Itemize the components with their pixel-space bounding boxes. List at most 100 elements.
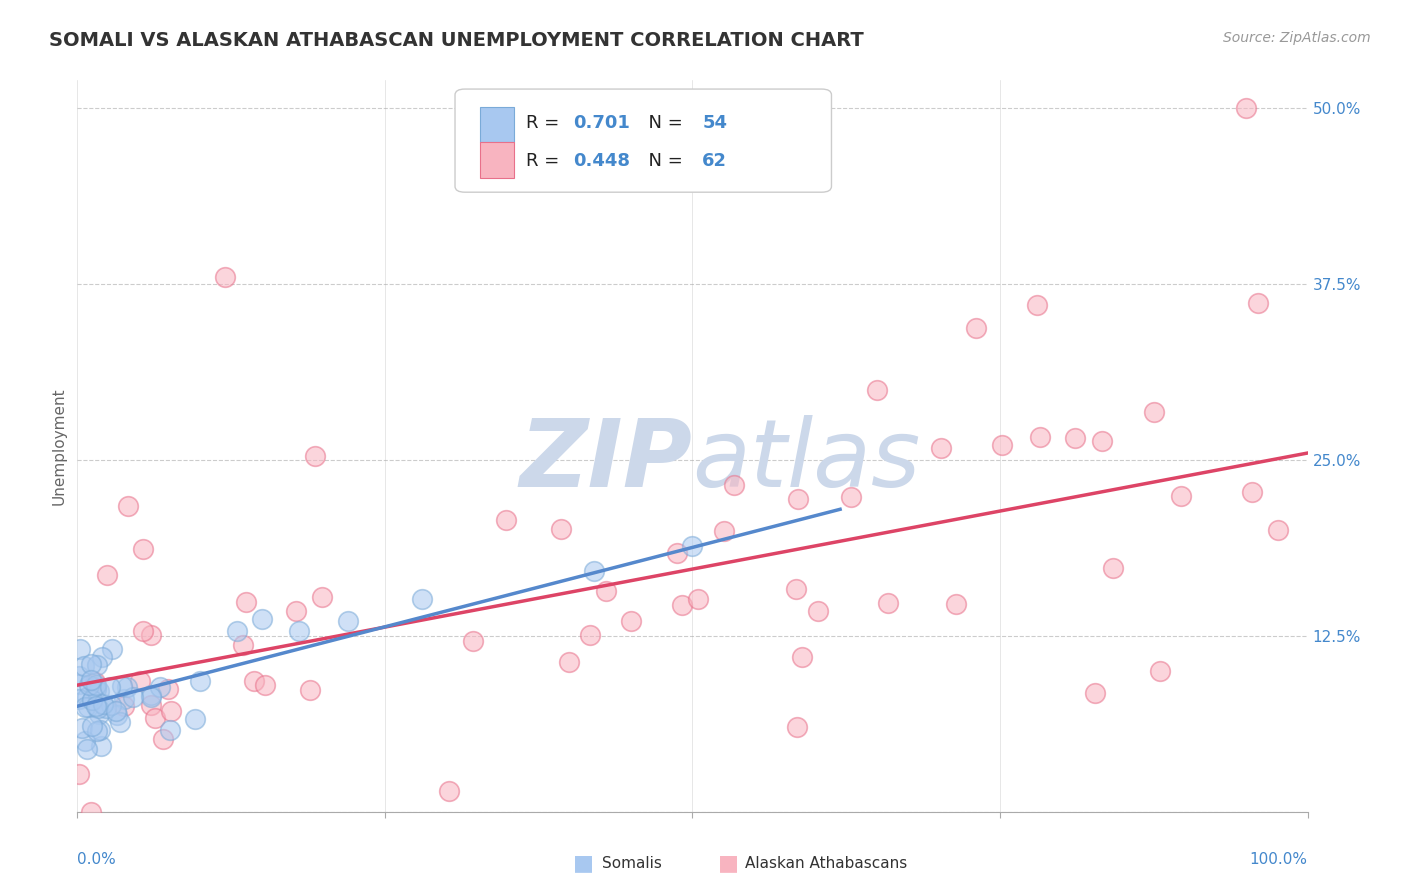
Point xyxy=(105,707,128,722)
Point xyxy=(117,500,139,514)
Point xyxy=(337,614,360,628)
Point xyxy=(411,591,433,606)
Point xyxy=(188,674,212,689)
Text: 0.701: 0.701 xyxy=(574,113,630,132)
Point xyxy=(965,321,987,335)
Point xyxy=(159,723,181,738)
Point xyxy=(1090,434,1112,448)
Point xyxy=(76,699,98,714)
Point xyxy=(1149,664,1171,678)
Text: Source: ZipAtlas.com: Source: ZipAtlas.com xyxy=(1223,31,1371,45)
Point xyxy=(122,690,145,704)
Point xyxy=(785,582,807,596)
Point xyxy=(94,701,117,715)
Point xyxy=(787,491,810,506)
Point xyxy=(160,705,183,719)
Point xyxy=(288,624,311,638)
Point xyxy=(235,595,257,609)
Point xyxy=(304,449,326,463)
Point xyxy=(84,680,107,694)
Point xyxy=(80,719,103,733)
Point xyxy=(929,441,952,455)
Point xyxy=(101,641,124,656)
Point xyxy=(132,542,155,557)
Point xyxy=(792,649,814,664)
Point xyxy=(876,595,898,609)
Point xyxy=(75,699,97,714)
Point xyxy=(579,628,602,642)
Point xyxy=(250,612,273,626)
Point xyxy=(495,513,517,527)
Point xyxy=(671,599,693,613)
Text: 0.0%: 0.0% xyxy=(77,852,117,867)
Point xyxy=(141,628,163,642)
Point xyxy=(98,680,121,694)
Point xyxy=(139,690,162,704)
Point xyxy=(583,564,606,578)
Point xyxy=(1029,430,1052,444)
Point xyxy=(156,682,179,697)
Point xyxy=(866,383,889,397)
Text: N =: N = xyxy=(637,152,689,169)
Point xyxy=(84,699,107,714)
Text: atlas: atlas xyxy=(693,415,921,506)
FancyBboxPatch shape xyxy=(456,89,831,192)
Point xyxy=(108,714,131,729)
Point xyxy=(243,673,266,688)
Point xyxy=(86,657,108,672)
Point xyxy=(111,679,134,693)
Point xyxy=(73,733,96,747)
Point xyxy=(558,655,581,669)
Text: R =: R = xyxy=(526,113,565,132)
Point xyxy=(79,805,101,819)
Text: ■: ■ xyxy=(718,854,738,873)
Point xyxy=(105,704,128,718)
Point xyxy=(463,633,485,648)
Point xyxy=(67,767,90,781)
Text: Alaskan Athabascans: Alaskan Athabascans xyxy=(745,856,907,871)
Point xyxy=(69,641,91,656)
Point xyxy=(100,698,122,712)
Point xyxy=(87,684,110,698)
Point xyxy=(232,638,254,652)
Point xyxy=(73,659,96,673)
Point xyxy=(69,677,91,691)
Point xyxy=(253,678,276,692)
Point xyxy=(67,669,90,683)
Point xyxy=(839,490,862,504)
Point xyxy=(665,546,688,560)
Point xyxy=(76,690,98,704)
Point xyxy=(117,680,139,694)
Point xyxy=(90,739,112,753)
Point xyxy=(620,614,643,628)
Point xyxy=(87,706,110,721)
Text: 0.448: 0.448 xyxy=(574,152,630,169)
Point xyxy=(149,680,172,694)
Point xyxy=(80,657,103,672)
Point xyxy=(991,438,1014,452)
Point xyxy=(1064,431,1087,445)
Point xyxy=(1170,489,1192,503)
Point xyxy=(723,478,745,492)
Point xyxy=(89,723,111,738)
Point xyxy=(686,592,709,607)
Point xyxy=(214,270,236,285)
Point xyxy=(786,720,808,734)
Point xyxy=(152,731,174,746)
Point xyxy=(80,693,103,707)
Point xyxy=(80,692,103,706)
Point xyxy=(595,583,617,598)
Point xyxy=(67,692,90,706)
Point xyxy=(1084,686,1107,700)
Text: R =: R = xyxy=(526,152,565,169)
Y-axis label: Unemployment: Unemployment xyxy=(51,387,66,505)
Point xyxy=(132,624,155,639)
Text: 54: 54 xyxy=(703,113,727,132)
Point xyxy=(70,721,93,735)
Point xyxy=(807,604,830,618)
Point xyxy=(1246,295,1268,310)
Point xyxy=(311,591,333,605)
FancyBboxPatch shape xyxy=(479,143,515,178)
Point xyxy=(945,597,967,611)
Point xyxy=(1234,102,1257,116)
